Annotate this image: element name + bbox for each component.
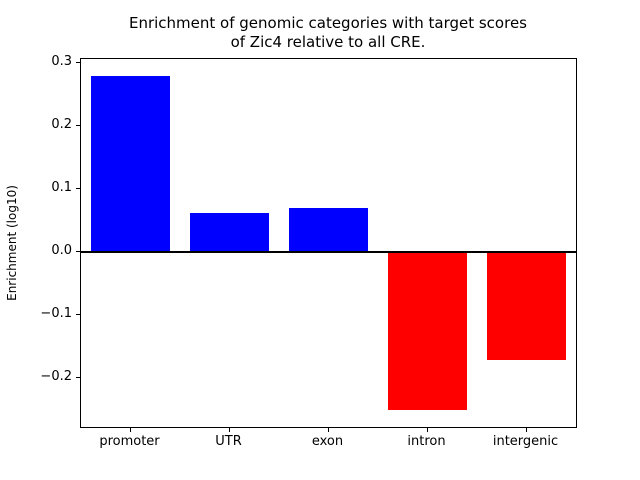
y-tick-mark	[76, 125, 80, 127]
y-tick-label: 0.3	[51, 54, 72, 70]
x-tick-label-promoter: promoter	[99, 434, 160, 449]
x-tick-label-intergenic: intergenic	[492, 434, 559, 449]
y-tick-mark	[76, 377, 80, 379]
x-tick-label-intron: intron	[407, 434, 446, 449]
x-tick-mark	[426, 428, 428, 432]
x-tick-mark	[228, 428, 230, 432]
bar-UTR	[189, 213, 270, 253]
x-tick-label-exon: exon	[311, 434, 344, 449]
y-tick-mark	[76, 251, 80, 253]
y-tick-label: −0.1	[40, 306, 72, 322]
zero-line	[81, 251, 576, 254]
chart-title-line: Enrichment of genomic categories with ta…	[128, 14, 527, 32]
bar-intergenic	[486, 252, 567, 360]
y-tick-mark	[76, 62, 80, 64]
chart-title: Enrichment of genomic categories with ta…	[80, 14, 576, 52]
y-tick-label: 0.0	[51, 243, 72, 259]
y-tick-label: 0.1	[51, 180, 72, 196]
x-tick-mark	[129, 428, 131, 432]
plot-area	[80, 58, 577, 428]
y-tick-label: 0.2	[51, 117, 72, 133]
y-tick-mark	[76, 314, 80, 316]
x-tick-mark	[525, 428, 527, 432]
chart-title-line: of Zic4 relative to all CRE.	[230, 33, 426, 51]
x-tick-label-UTR: UTR	[215, 434, 242, 449]
bar-exon	[288, 207, 369, 253]
y-axis-label: Enrichment (log10)	[5, 185, 19, 301]
y-tick-mark	[76, 188, 80, 190]
x-tick-mark	[327, 428, 329, 432]
bar-promoter	[90, 76, 171, 253]
y-tick-label: −0.2	[40, 369, 72, 385]
bar-intron	[387, 252, 468, 410]
